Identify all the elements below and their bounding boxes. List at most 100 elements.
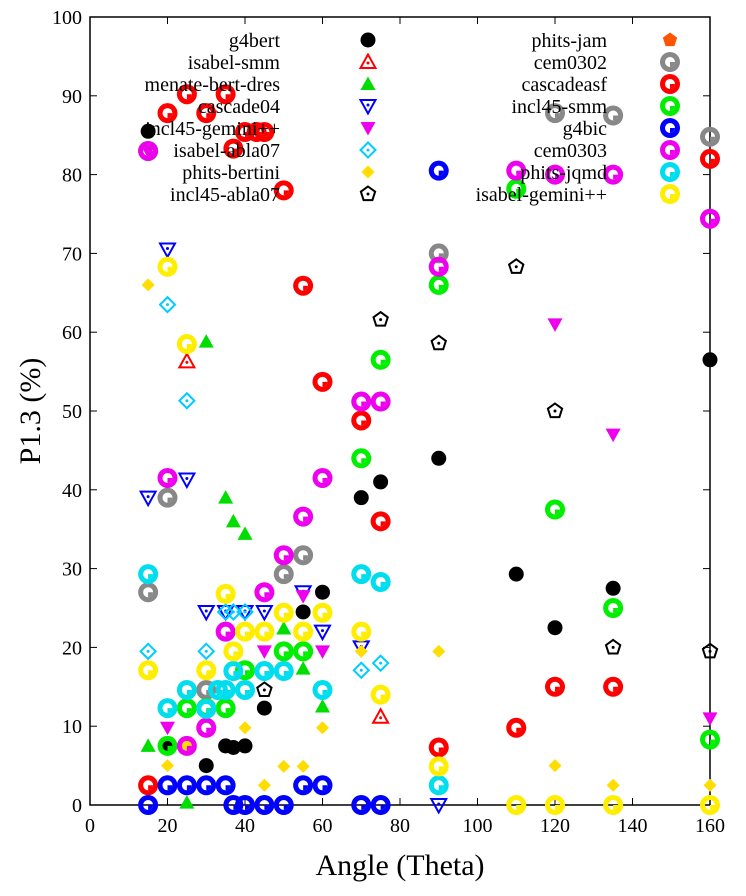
data-point xyxy=(315,699,330,713)
data-point xyxy=(546,402,564,419)
legend-label: g4bert xyxy=(229,30,281,52)
data-point xyxy=(373,474,389,490)
legend-label: incl45-abla07 xyxy=(170,184,280,206)
data-point xyxy=(370,795,391,815)
y-tick-label: 100 xyxy=(52,7,82,29)
data-point xyxy=(312,775,333,796)
legend-marker xyxy=(660,74,680,94)
x-tick-label: 140 xyxy=(618,815,648,837)
data-point xyxy=(223,641,244,662)
x-tick-label: 0 xyxy=(85,815,95,837)
data-point xyxy=(157,735,178,756)
data-point xyxy=(547,318,563,332)
data-point xyxy=(223,661,244,682)
data-point xyxy=(254,621,275,642)
data-point xyxy=(296,759,310,773)
data-point xyxy=(506,717,527,738)
data-point xyxy=(605,428,621,443)
data-point xyxy=(196,103,217,124)
x-tick-label: 40 xyxy=(235,815,255,837)
data-point xyxy=(545,676,565,697)
data-point xyxy=(293,506,314,527)
data-point xyxy=(215,84,236,105)
data-point xyxy=(223,138,244,159)
data-point xyxy=(352,661,371,680)
data-point xyxy=(506,178,527,199)
legend-label: incl45-gemini++ xyxy=(145,118,280,140)
series-cem0303 xyxy=(138,140,720,756)
data-point xyxy=(312,467,333,488)
legend-marker xyxy=(361,165,375,179)
y-tick-label: 90 xyxy=(62,86,82,108)
data-point xyxy=(603,676,624,697)
data-point xyxy=(177,472,197,490)
data-point xyxy=(215,621,236,642)
data-point xyxy=(140,123,156,139)
data-point xyxy=(430,334,448,351)
data-point xyxy=(370,511,391,532)
data-point xyxy=(603,598,624,618)
data-point xyxy=(176,735,197,756)
data-point xyxy=(700,148,720,169)
legend-marker xyxy=(660,96,680,116)
data-point xyxy=(700,208,720,229)
data-point xyxy=(196,717,217,738)
data-point xyxy=(176,679,197,700)
data-point xyxy=(351,410,372,431)
data-point xyxy=(215,698,236,719)
data-point xyxy=(273,564,294,585)
data-point xyxy=(603,105,624,126)
data-point xyxy=(428,775,449,796)
data-point xyxy=(236,603,254,621)
data-point xyxy=(273,180,294,201)
data-point xyxy=(157,103,178,124)
data-point xyxy=(224,603,243,621)
legend-label: phits-bertini xyxy=(182,162,280,184)
data-point xyxy=(315,584,330,600)
data-point xyxy=(353,490,369,506)
data-point xyxy=(351,621,372,642)
data-point xyxy=(312,679,333,700)
legend-marker xyxy=(660,52,680,72)
series-isabel-gemini++ xyxy=(138,256,720,815)
data-points xyxy=(138,84,720,815)
data-point xyxy=(372,310,389,327)
data-point xyxy=(700,729,720,750)
legend-label: cem0302 xyxy=(534,52,607,74)
legend-label: cascadeasf xyxy=(522,74,608,96)
data-point xyxy=(196,660,217,681)
data-point xyxy=(138,660,159,681)
data-point xyxy=(273,661,294,682)
y-tick-label: 60 xyxy=(62,322,82,344)
legend-label: phits-jqmd xyxy=(520,162,607,184)
legend-marker xyxy=(660,162,680,182)
data-point xyxy=(428,737,449,758)
data-point xyxy=(431,450,447,466)
data-point xyxy=(315,645,330,659)
legend-marker xyxy=(358,52,378,69)
y-tick-label: 10 xyxy=(62,716,82,738)
data-point xyxy=(198,334,214,348)
data-point xyxy=(197,604,216,622)
legend-marker xyxy=(358,99,378,116)
data-point xyxy=(157,256,178,277)
data-point xyxy=(545,103,565,124)
data-point xyxy=(256,700,272,716)
data-point xyxy=(506,160,527,181)
data-point xyxy=(703,778,717,792)
series-cascade04 xyxy=(138,242,448,815)
data-point xyxy=(508,566,524,582)
data-point xyxy=(235,795,255,815)
data-point xyxy=(157,698,178,719)
data-point xyxy=(506,795,527,815)
data-point xyxy=(257,778,271,792)
data-point xyxy=(293,545,314,566)
data-point xyxy=(545,499,565,520)
x-axis-title: Angle (Theta) xyxy=(315,849,484,882)
data-point xyxy=(176,84,197,105)
legend-label: isabel-abla07 xyxy=(173,140,280,162)
data-point xyxy=(138,140,159,161)
y-tick-label: 40 xyxy=(62,480,82,502)
data-point xyxy=(160,721,175,736)
series-isabel-abla07 xyxy=(139,295,390,680)
